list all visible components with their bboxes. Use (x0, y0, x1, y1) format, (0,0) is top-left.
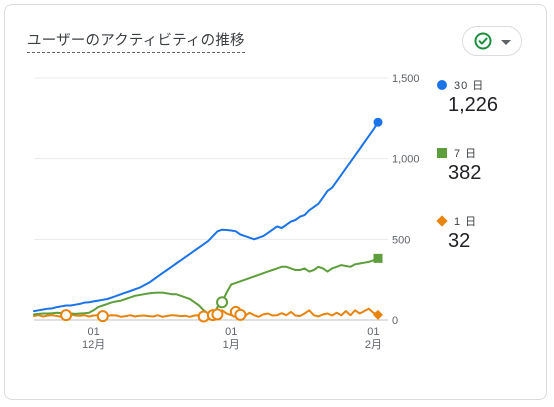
legend-label-1-day: 1 日 (454, 216, 478, 228)
series-line (33, 121, 379, 313)
legend-item-30-day: 30 日 1,226 (437, 78, 498, 117)
legend-label-7-day: 7 日 (454, 148, 478, 160)
activity-over-time-card (4, 4, 547, 400)
legend-item-7-day: 7 日 382 (437, 146, 481, 185)
annotation-marker (60, 309, 73, 322)
legend-marker-circle-icon (437, 80, 447, 90)
check-circle-icon (474, 32, 491, 50)
series-line (33, 257, 379, 317)
legend-marker-diamond-icon (436, 215, 448, 227)
y-tick-label: 1,500 (392, 73, 420, 85)
annotation-marker (234, 308, 247, 321)
y-tick-label: 0 (392, 315, 398, 327)
legend-item-1-day: 1 日 32 (436, 214, 478, 253)
y-tick-label: 500 (392, 234, 410, 246)
x-tick-day-label: 01 (367, 326, 379, 338)
data-quality-status-button[interactable] (462, 26, 522, 56)
caret-down-icon (500, 39, 511, 45)
legend-marker-square-icon (437, 148, 447, 158)
legend-value-7-day: 382 (448, 162, 482, 184)
annotation-marker (96, 310, 109, 323)
end-point-circle (373, 117, 383, 127)
x-tick-month-label: 12月 (82, 339, 105, 351)
annotation-marker (216, 296, 229, 309)
y-tick-label: 1,000 (392, 154, 420, 166)
x-tick-month-label: 1月 (223, 339, 240, 351)
x-tick-day-label: 01 (88, 326, 100, 338)
legend-value-30-day: 1,226 (448, 94, 499, 116)
legend-value-1-day: 32 (448, 230, 471, 252)
x-tick-day-label: 01 (225, 326, 237, 338)
card-title[interactable]: ユーザーのアクティビティの推移 (27, 29, 245, 53)
annotation-marker (211, 308, 224, 321)
legend-label-30-day: 30 日 (454, 80, 485, 92)
x-tick-month-label: 2月 (365, 339, 382, 351)
end-point-diamond (373, 309, 383, 320)
end-point-square (373, 253, 383, 263)
